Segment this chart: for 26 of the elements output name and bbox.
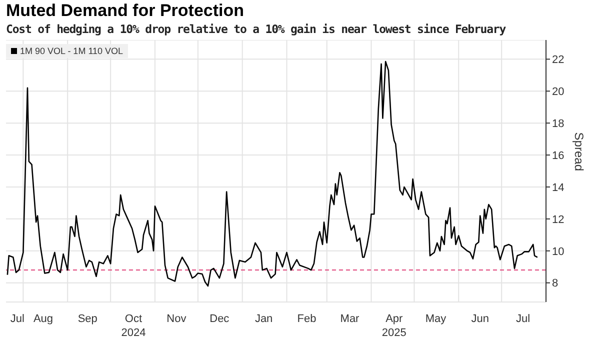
y-tick-label: 8 <box>552 278 558 290</box>
y-tick-label: 22 <box>552 54 564 66</box>
x-tick-label: Aug <box>33 313 54 325</box>
x-tick-label: Jul <box>516 313 530 325</box>
x-tick-label: Oct 2024 <box>121 313 146 339</box>
y-tick-label: 10 <box>552 246 564 258</box>
line-series <box>6 60 538 287</box>
x-tick-label: Apr 2025 <box>382 313 406 339</box>
y-tick-label: 12 <box>552 214 564 226</box>
x-tick-label: Feb <box>297 313 316 325</box>
y-tick-label: 14 <box>552 182 564 194</box>
legend-label: 1M 90 VOL - 1M 110 VOL <box>20 46 124 56</box>
chart-subtitle: Cost of hedging a 10% drop relative to a 10% gain is near lowest since February <box>6 22 506 36</box>
y-tick-label: 20 <box>552 86 564 98</box>
x-tick-label: Sep <box>78 313 98 325</box>
x-tick-label: Jun <box>471 313 489 325</box>
x-tick-label: Jan <box>254 313 273 325</box>
y-tick-label: 16 <box>552 150 564 162</box>
y-axis-title: Spread <box>572 132 586 171</box>
x-tick-label: Jul <box>10 313 24 325</box>
x-tick-label: Dec <box>210 313 230 325</box>
chart-title: Muted Demand for Protection <box>6 1 244 21</box>
x-tick-label: May <box>425 313 447 325</box>
y-tick-label: 18 <box>552 118 564 130</box>
x-tick-label: Nov <box>166 313 187 325</box>
x-tick-label: Mar <box>340 313 360 325</box>
